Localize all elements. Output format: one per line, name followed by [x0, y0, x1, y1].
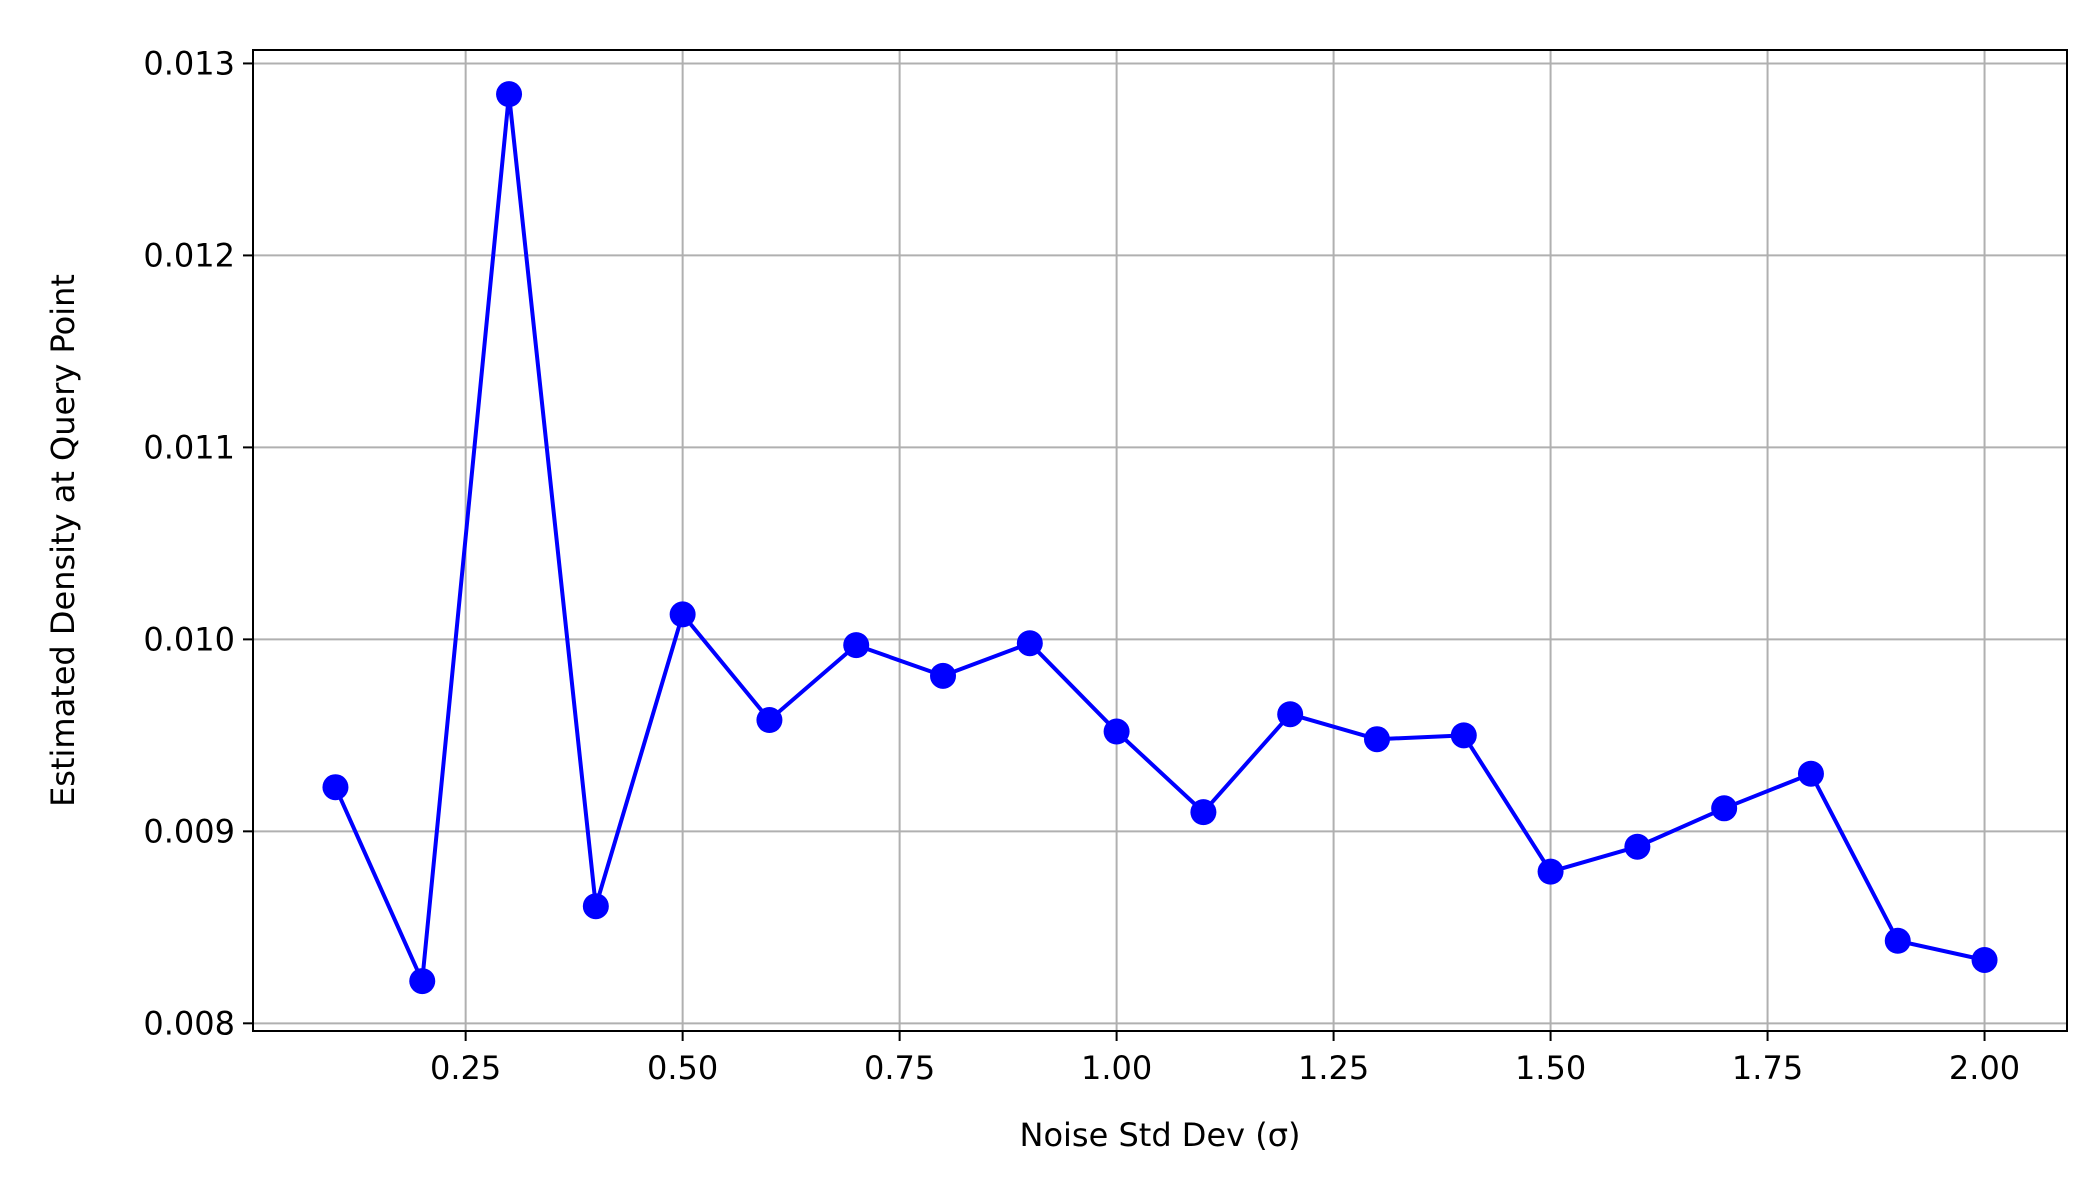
x-axis-label: Noise Std Dev (σ)	[1020, 1116, 1301, 1154]
y-tick-label: 0.011	[143, 428, 235, 466]
data-point	[843, 632, 870, 659]
data-point	[1537, 858, 1564, 885]
data-point	[582, 893, 609, 920]
data-point	[1884, 927, 1911, 954]
data-point	[930, 662, 957, 689]
data-point	[1971, 946, 1998, 973]
plot-frame	[252, 49, 2068, 1032]
x-tick-label: 1.00	[1081, 1049, 1152, 1087]
x-tick-label: 1.25	[1298, 1049, 1369, 1087]
grid-lines	[253, 50, 2067, 1031]
data-point	[1797, 760, 1824, 787]
data-point	[1190, 799, 1217, 826]
data-series	[322, 81, 1998, 995]
data-point	[1624, 833, 1651, 860]
x-tick-label: 2.00	[1949, 1049, 2020, 1087]
data-point	[322, 774, 349, 801]
y-tick-label: 0.013	[143, 44, 235, 82]
y-tick-label: 0.010	[143, 620, 235, 658]
data-point	[1103, 718, 1130, 745]
data-point	[1277, 701, 1304, 728]
x-tick-label: 1.75	[1732, 1049, 1803, 1087]
data-point	[1450, 722, 1477, 749]
x-tick-label: 1.50	[1515, 1049, 1586, 1087]
y-tick-label: 0.012	[143, 236, 235, 274]
data-point	[1711, 795, 1738, 822]
data-point	[496, 81, 523, 108]
data-point	[1016, 630, 1043, 657]
series-line	[333, 92, 1985, 984]
x-tick-label: 0.75	[864, 1049, 935, 1087]
data-point	[1363, 726, 1390, 753]
data-point	[409, 968, 436, 995]
x-tick-label: 0.25	[430, 1049, 501, 1087]
y-tick-label: 0.009	[143, 812, 235, 850]
y-tick-label: 0.008	[143, 1004, 235, 1042]
x-tick-label: 0.50	[647, 1049, 718, 1087]
axis-ticks: 0.25 0.50 0.75 1.00 1.25 1.50 1.75 2.00 0.008 0.0…	[143, 44, 2020, 1087]
data-point	[756, 706, 783, 733]
y-axis-label: Estimated Density at Query Point	[44, 274, 82, 807]
data-point	[669, 601, 696, 628]
